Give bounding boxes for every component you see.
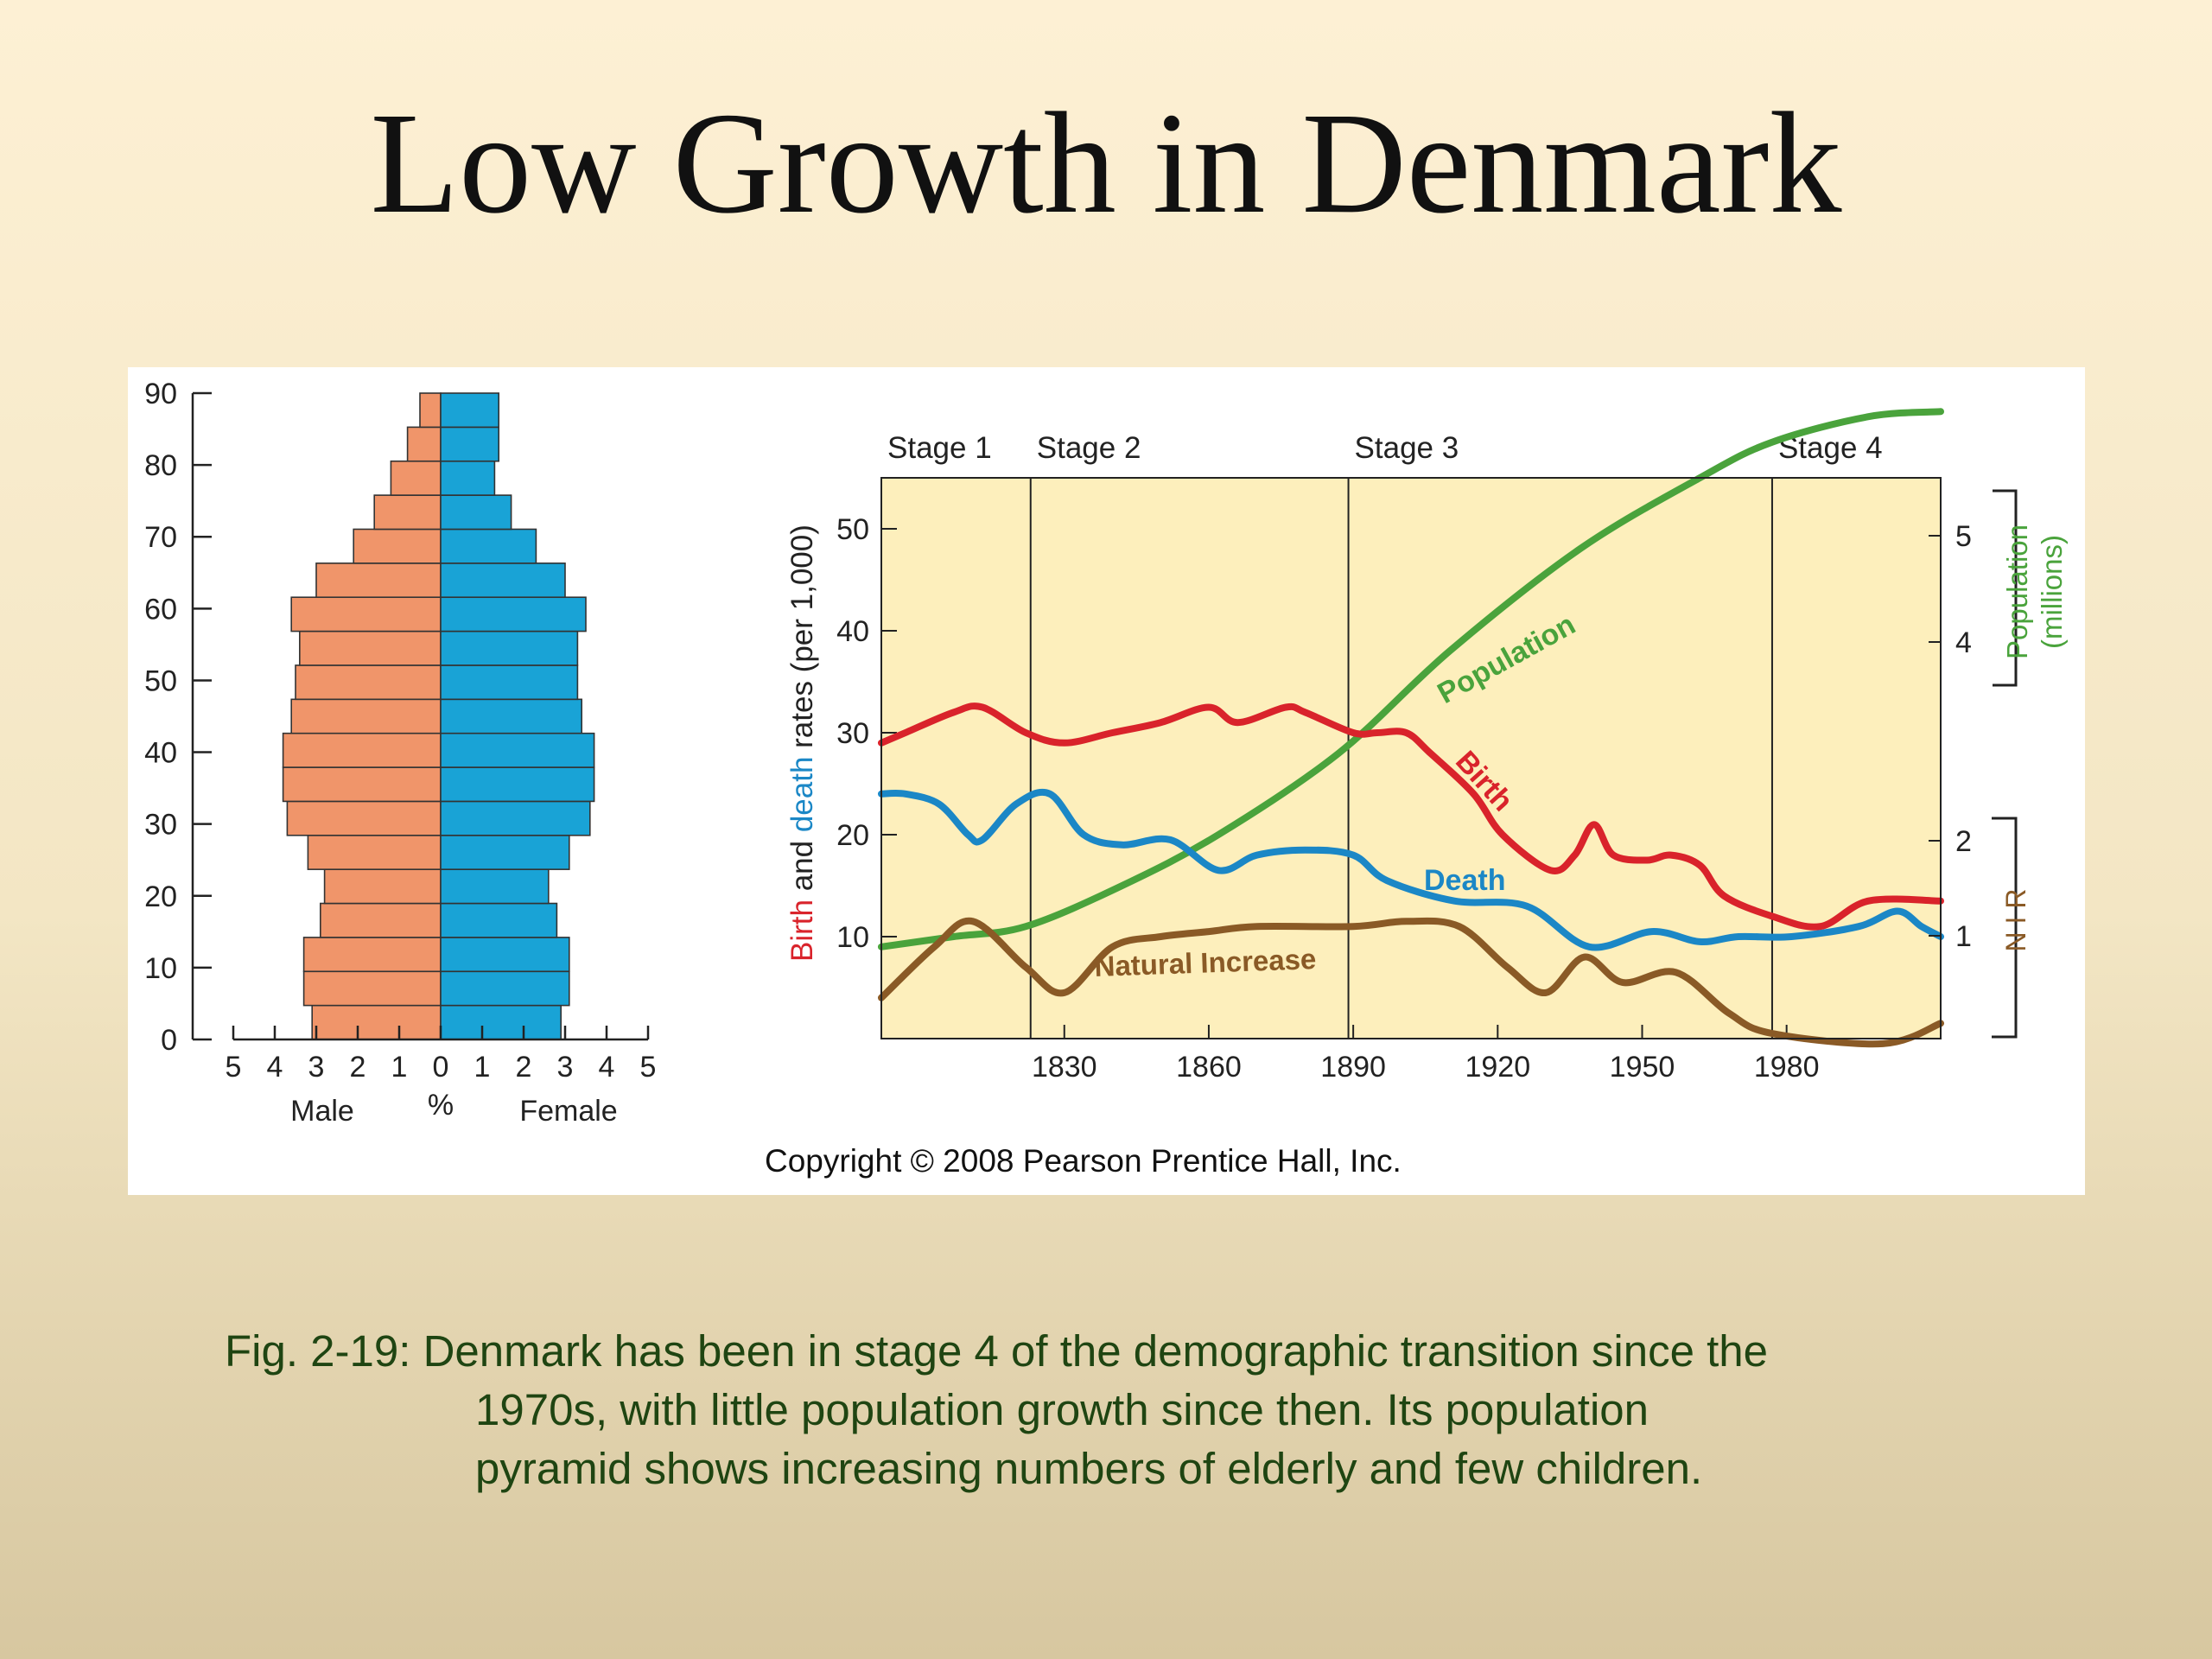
figure-panel <box>128 367 2085 1195</box>
copyright-text: Copyright © 2008 Pearson Prentice Hall, … <box>765 1143 1402 1179</box>
caption-line-2: 1970s, with little population growth sin… <box>475 1385 1649 1434</box>
caption-line-3: pyramid shows increasing numbers of elde… <box>475 1444 1703 1493</box>
slide-title: Low Growth in Denmark <box>370 83 1842 244</box>
caption-line-1: Fig. 2-19: Denmark has been in stage 4 o… <box>225 1326 1769 1376</box>
figure-caption: Fig. 2-19: Denmark has been in stage 4 o… <box>225 1322 2039 1498</box>
